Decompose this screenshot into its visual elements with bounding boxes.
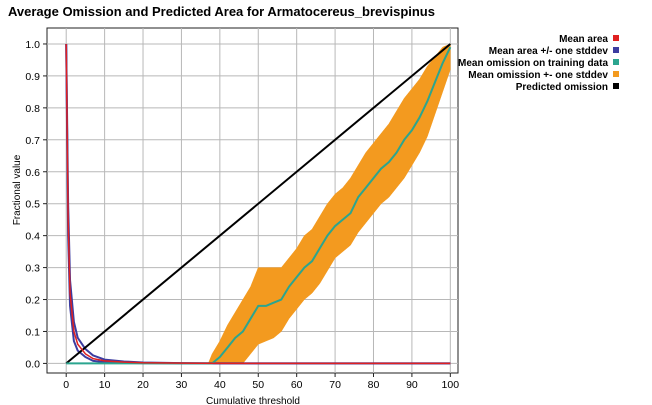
legend-swatch [613, 35, 619, 41]
x-axis-label: Cumulative threshold [206, 396, 300, 405]
y-tick-label: 0.9 [25, 71, 40, 83]
x-tick-label: 90 [406, 379, 418, 391]
y-tick-label: 0.7 [25, 135, 40, 147]
y-tick-label: 0.5 [25, 199, 40, 211]
series-predicted-omission [65, 43, 451, 365]
x-tick-label: 50 [252, 379, 264, 391]
plot-area [46, 27, 459, 374]
x-tick-label: 70 [329, 379, 341, 391]
legend-label: Mean area [559, 34, 608, 45]
y-tick-label: 0.6 [25, 167, 40, 179]
y-tick-label: 0.1 [25, 326, 40, 338]
x-tick-label: 0 [63, 379, 69, 391]
axes: 0 10 20 30 40 50 60 70 80 90 100 0.0 0.1 0.2 0.3 0.4 0.5… [25, 39, 459, 391]
legend-label: Mean omission on training data [458, 58, 608, 69]
legend-label: Mean omission +- one stddev [468, 70, 608, 81]
x-tick-label: 20 [137, 379, 149, 391]
x-tick-label: 10 [99, 379, 111, 391]
legend-swatch [613, 59, 619, 65]
y-tick-label: 0.8 [25, 103, 40, 115]
legend-label: Mean area +/- one stddev [489, 46, 609, 57]
y-tick-label: 1.0 [25, 39, 40, 51]
x-tick-label: 60 [291, 379, 303, 391]
x-tick-label: 100 [442, 379, 460, 391]
legend-swatch [613, 83, 619, 89]
y-tick-label: 0.3 [25, 263, 40, 275]
y-axis-label: Fractional value [12, 154, 23, 225]
legend-swatch [613, 71, 619, 77]
x-tick-label: 30 [176, 379, 188, 391]
legend-label: Predicted omission [516, 82, 608, 93]
y-tick-label: 0.0 [25, 358, 40, 370]
y-tick-label: 0.2 [25, 295, 40, 307]
series-mean-omission [66, 46, 452, 365]
series-mean-area [65, 43, 451, 365]
x-tick-label: 80 [368, 379, 380, 391]
chart-title: Average Omission and Predicted Area for … [8, 4, 435, 19]
x-tick-label: 40 [214, 379, 226, 391]
legend-swatch [613, 47, 619, 53]
series-omission-stddev-band [207, 43, 451, 364]
y-tick-label: 0.4 [25, 231, 40, 243]
